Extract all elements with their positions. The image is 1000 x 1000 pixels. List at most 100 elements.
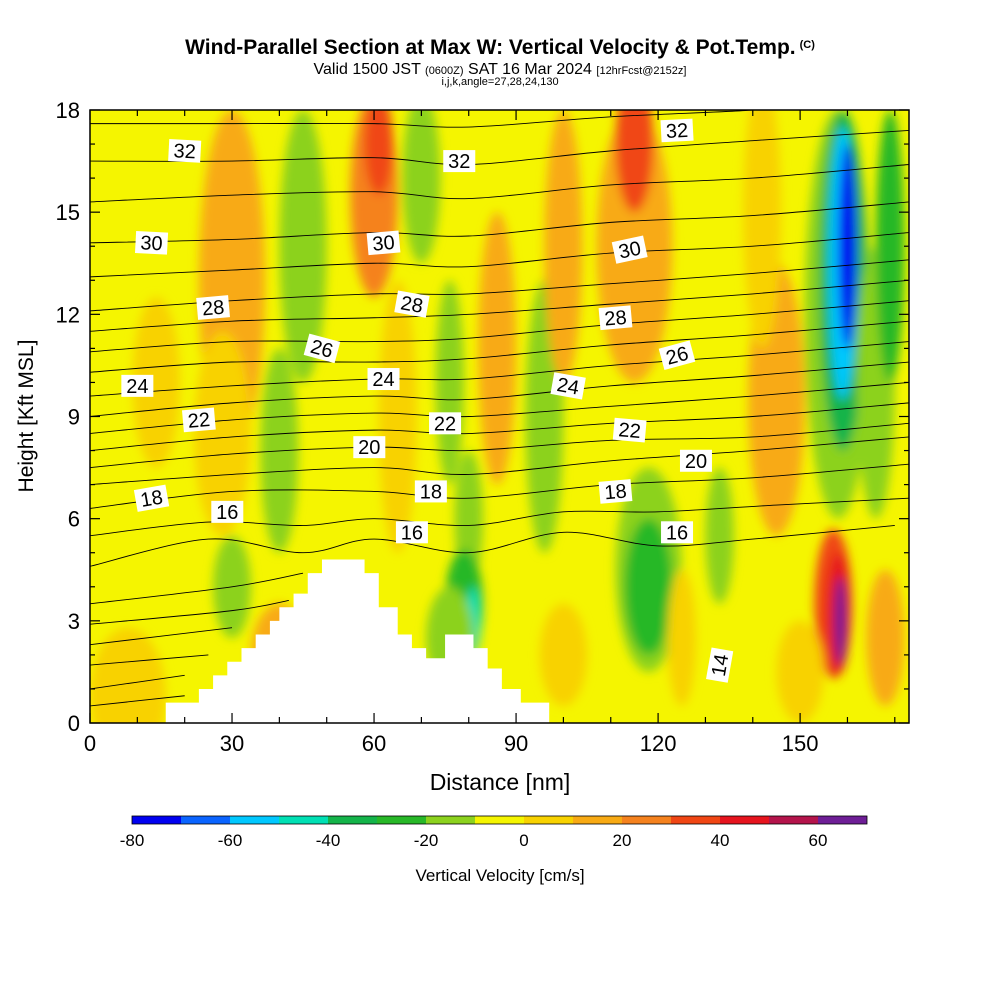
theta-contour-23: [90, 361, 909, 417]
valid-time: Valid 1500 JST: [313, 61, 421, 78]
contour-label: 30: [134, 230, 169, 255]
contour-label-text: 18: [139, 486, 165, 512]
y-tick-label: 12: [56, 302, 80, 327]
theta-contour-18: [90, 463, 909, 509]
colorbar-bin: [671, 816, 720, 824]
theta-contour-10: [90, 695, 185, 707]
contour-label-text: 22: [618, 419, 642, 443]
contour-label: 28: [196, 295, 230, 320]
contour-label: 24: [367, 368, 400, 391]
colorbar-tick-label: -80: [120, 831, 145, 850]
copyright-mark: (C): [799, 39, 815, 51]
theta-contour-24: [90, 341, 909, 397]
contour-label-text: 24: [126, 376, 148, 398]
theta-contour-27: [90, 279, 909, 332]
contour-label: 28: [598, 305, 633, 331]
contour-label-text: 28: [604, 307, 628, 331]
forecast-info: [12hrFcst@2152z]: [596, 65, 687, 77]
velocity-cell: [875, 110, 905, 383]
contour-label-text: 18: [420, 481, 442, 503]
contour-label: 16: [661, 521, 694, 544]
contour-label: 28: [394, 290, 430, 318]
velocity-cell: [478, 212, 517, 485]
colorbar-bin: [475, 816, 524, 824]
colorbar-label: Vertical Velocity [cm/s]: [415, 866, 584, 885]
theta-contour-26: [90, 300, 909, 353]
theta-contour-19: [90, 436, 909, 486]
contour-label: 30: [366, 230, 401, 256]
theta-contour-28: [90, 259, 909, 312]
y-axis-label: Height [Kft MSL]: [15, 340, 38, 493]
contour-label: 14: [706, 647, 734, 683]
chart-subtitle: Valid 1500 JST (0600Z) SAT 16 Mar 2024 […: [0, 61, 1000, 79]
contour-label-text: 14: [708, 652, 734, 678]
colorbar-bin: [720, 816, 769, 824]
contour-label-text: 30: [140, 232, 163, 255]
y-tick-label: 3: [68, 609, 80, 634]
contour-label: 24: [121, 374, 154, 398]
theta-contour-33: [90, 110, 759, 128]
velocity-cell: [279, 110, 327, 383]
velocity-cell: [615, 110, 654, 213]
colorbar-tick-label: -60: [218, 831, 243, 850]
velocity-cell: [705, 467, 734, 604]
contour-label: 22: [429, 412, 462, 435]
velocity-cell: [837, 144, 857, 349]
contour-label-text: 20: [358, 437, 380, 459]
velocity-cell: [435, 280, 464, 485]
contour-label: 30: [611, 235, 648, 264]
theta-contour-25: [90, 320, 909, 373]
x-tick-label: 150: [782, 731, 819, 756]
contour-label: 20: [353, 436, 386, 459]
y-tick-label: 15: [56, 200, 80, 225]
colorbar-bin: [622, 816, 671, 824]
contour-label: 32: [660, 118, 694, 143]
x-tick-label: 120: [640, 731, 677, 756]
contour-label-text: 24: [372, 369, 394, 391]
contour-label-text: 18: [604, 480, 628, 504]
contour-label: 18: [133, 484, 170, 512]
valid-date: SAT 16 Mar 2024: [468, 61, 592, 78]
contour-label: 24: [550, 372, 586, 400]
x-tick-label: 0: [84, 731, 96, 756]
x-tick-label: 30: [220, 731, 244, 756]
theta-contour-29: [90, 232, 909, 278]
theta-contour-30: [90, 201, 909, 244]
theta-contour-22: [90, 381, 909, 434]
colorbar-tick-label: 40: [711, 831, 730, 850]
y-tick-label: 9: [68, 405, 80, 430]
y-tick-label: 18: [56, 98, 80, 123]
theta-contour-20: [90, 422, 909, 469]
colorbar-bin: [181, 816, 230, 824]
contour-label-text: 30: [372, 232, 396, 256]
contour-label: 32: [168, 139, 202, 163]
x-tick-label: 90: [504, 731, 528, 756]
colorbar-tick-label: 20: [613, 831, 632, 850]
contour-label-text: 30: [617, 238, 643, 264]
contour-label-text: 32: [173, 140, 196, 163]
velocity-cell: [776, 620, 824, 723]
colorbar-tick-label: -40: [316, 831, 341, 850]
y-axis: 0 3 6 9 12 15 18: [56, 98, 909, 736]
contour-label: 20: [679, 449, 712, 473]
colorbar-bin: [524, 816, 573, 824]
theta-contour-31: [90, 164, 909, 203]
x-axis-label: Distance [nm]: [430, 769, 571, 795]
velocity-cell: [624, 518, 673, 655]
colorbar-bin: [769, 816, 818, 824]
velocity-cell: [132, 297, 180, 468]
x-axis: 0 30 60 90 120 150: [84, 110, 896, 756]
velocity-cell: [544, 110, 583, 383]
contour-label-text: 22: [434, 413, 456, 435]
contour-label-text: 32: [665, 120, 688, 143]
velocity-cell: [378, 280, 417, 553]
colorbar-tick-label: 60: [809, 831, 828, 850]
theta-contour-13: [90, 627, 233, 646]
contour-label: 18: [598, 479, 633, 504]
contour-label-text: 28: [399, 292, 425, 318]
theta-contour-11: [90, 674, 185, 690]
chart-title-text: Wind-Parallel Section at Max W: Vertical…: [185, 36, 796, 59]
velocity-cell: [194, 331, 251, 536]
